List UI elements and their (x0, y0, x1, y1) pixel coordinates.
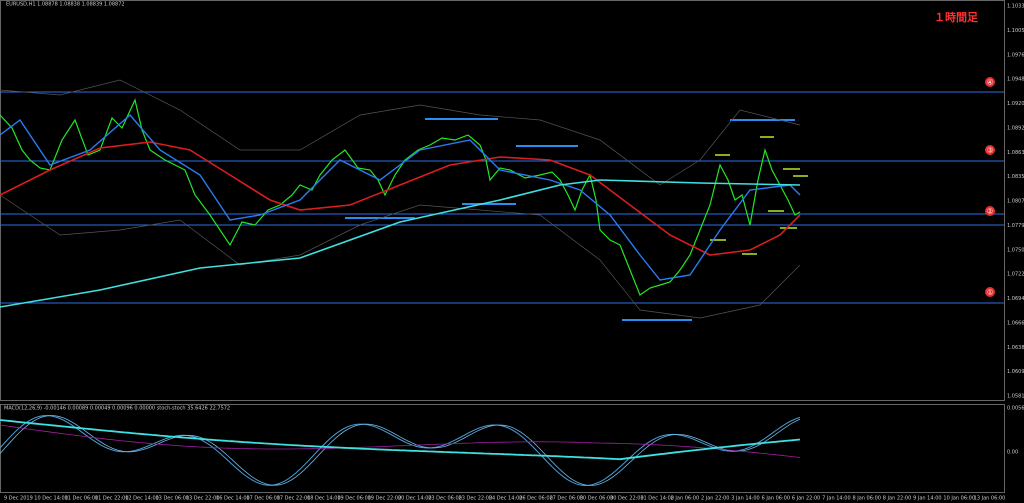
indicator-header: MACD(12,26,9) -0.00146 0.00089 0.00049 0… (4, 406, 230, 412)
time-label: 10 Jan 06:00 (943, 496, 975, 502)
time-label: 13 Dec 06:00 (156, 496, 190, 502)
price-label: 1.10050 (1007, 28, 1024, 34)
bollinger (0, 79, 801, 319)
level-marker: ④ (987, 79, 993, 87)
price-label: 1.05815 (1007, 394, 1024, 400)
ma-slow (0, 141, 801, 256)
time-label: 9 Dec 2019 (4, 496, 33, 502)
swing-segments (345, 118, 795, 321)
ma-fast (0, 114, 801, 281)
indicator-line (0, 415, 801, 486)
indicator-line (0, 415, 801, 487)
time-label: 23 Dec 22:00 (459, 496, 493, 502)
level-marker-bg (985, 145, 995, 155)
price-label: 1.06380 (1007, 345, 1024, 351)
time-label: 24 Dec 14:00 (489, 496, 523, 502)
level-marker: ① (987, 289, 993, 297)
indicator-label: 0.00567 (1007, 406, 1024, 412)
time-label: 11 Dec 06:00 (65, 496, 99, 502)
band-upper (0, 79, 801, 186)
level-marker-bg (985, 287, 995, 297)
price-label: 1.06944 (1007, 296, 1024, 302)
price-label: 1.08639 (1007, 150, 1024, 156)
level-marker: ③ (987, 147, 993, 155)
main-frame (0, 0, 1005, 401)
time-label: 2 Jan 06:00 (671, 496, 699, 502)
time-label: 8 Jan 22:00 (883, 496, 911, 502)
level-lines (0, 91, 1004, 304)
level-marker: ② (987, 208, 993, 216)
time-label: 9 Jan 14:00 (913, 496, 941, 502)
price-label: 1.08074 (1007, 199, 1024, 205)
indicator-frame (0, 404, 1005, 493)
time-label: 7 Jan 14:00 (822, 496, 850, 502)
time-label: 11 Dec 22:00 (95, 496, 129, 502)
indicator-label: 0.00 (1007, 450, 1018, 456)
time-label: 23 Dec 06:00 (428, 496, 462, 502)
time-label: 17 Dec 06:00 (246, 496, 280, 502)
time-label: 30 Dec 22:00 (610, 496, 644, 502)
price-label: 1.08356 (1007, 174, 1024, 180)
time-label: 31 Dec 14:00 (640, 496, 674, 502)
time-label: 6 Jan 06:00 (762, 496, 790, 502)
level-marker-bg (985, 206, 995, 216)
price-label: 1.10333 (1007, 4, 1024, 10)
indicator-line (0, 419, 801, 461)
time-label: 2 Jan 22:00 (701, 496, 729, 502)
price-label: 1.09203 (1007, 101, 1024, 107)
time-label: 17 Dec 22:00 (277, 496, 311, 502)
time-label: 13 Jan 06:00 (974, 496, 1006, 502)
time-label: 27 Dec 06:00 (549, 496, 583, 502)
price-label: 1.07227 (1007, 272, 1024, 278)
price-path (0, 98, 801, 296)
time-label: 10 Dec 14:00 (34, 496, 68, 502)
band-lower (0, 194, 801, 319)
price-label: 1.06662 (1007, 320, 1024, 326)
price-label: 1.09768 (1007, 52, 1024, 58)
time-label: 20 Dec 14:00 (398, 496, 432, 502)
time-label: 12 Dec 14:00 (125, 496, 159, 502)
time-label: 6 Jan 22:00 (792, 496, 820, 502)
time-label: 19 Dec 06:00 (337, 496, 371, 502)
indicator-line (0, 424, 801, 458)
time-label: 26 Dec 06:00 (519, 496, 553, 502)
time-label: 8 Jan 06:00 (852, 496, 880, 502)
price-label: 1.06097 (1007, 369, 1024, 375)
time-label: 13 Dec 22:00 (186, 496, 220, 502)
ma-long (0, 179, 801, 308)
time-label: 16 Dec 14:00 (216, 496, 250, 502)
price-label: 1.07509 (1007, 247, 1024, 253)
timeframe-label: １時間足 (934, 10, 979, 24)
time-label: 18 Dec 14:00 (307, 496, 341, 502)
level-marker-bg (985, 77, 995, 87)
time-label: 19 Dec 22:00 (368, 496, 402, 502)
chart-header: EURUSD,H1 1.08878 1.08838 1.08839 1.0887… (6, 2, 125, 8)
time-label: 30 Dec 06:00 (580, 496, 614, 502)
price-label: 1.09486 (1007, 77, 1024, 83)
indicator-lines (0, 415, 801, 487)
time-label: 3 Jan 14:00 (731, 496, 759, 502)
